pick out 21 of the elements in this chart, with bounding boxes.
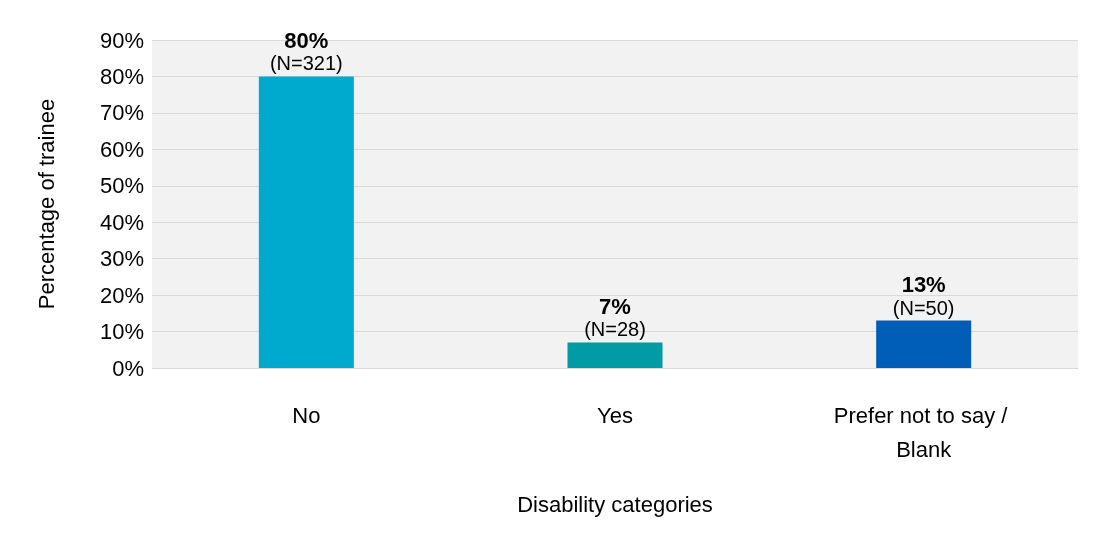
y-tick-label: 60% [99,136,144,162]
y-tick-label: 90% [99,27,144,53]
y-tick-label: 80% [99,63,144,89]
y-tick-label: 70% [99,100,144,126]
y-tick-label: 10% [99,319,144,345]
bar [876,320,972,368]
bar [258,76,354,368]
x-axis-title: Disability categories [517,491,713,517]
y-axis-title: Percentage of trainee [33,98,59,310]
y-tick-label: 20% [99,282,144,308]
x-tick-label: Prefer not to say / Blank [833,402,1014,462]
y-tick-label: 50% [99,173,144,199]
data-label: 13% (N=50) [892,272,955,319]
bar [567,342,663,368]
y-tick-label: 40% [99,209,144,235]
y-tick-label: 30% [99,246,144,272]
x-tick-label: Yes [597,402,633,428]
data-label: 80% (N=321) [269,27,343,75]
data-label: 7% (N=28) [584,293,646,341]
x-tick-label: No [292,402,321,428]
y-tick-label: 0% [112,355,144,381]
